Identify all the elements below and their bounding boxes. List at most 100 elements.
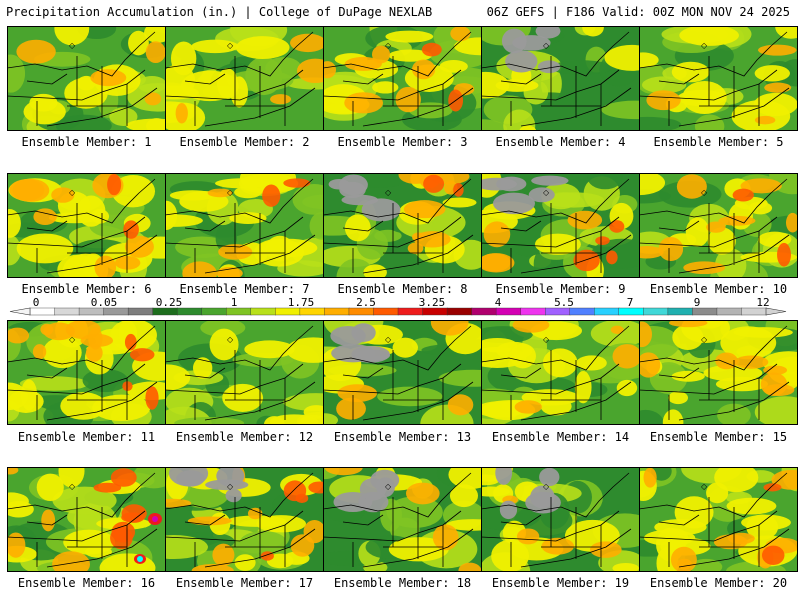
svg-text:◇: ◇: [543, 188, 550, 197]
ensemble-member-map: ◇: [323, 26, 482, 131]
ensemble-member-map: ◇: [165, 173, 324, 278]
ensemble-member-map: ◇: [639, 320, 798, 425]
colorbar-swatch: [422, 307, 448, 316]
precipitation-field: ◇: [481, 26, 640, 131]
precipitation-field: ◇: [323, 173, 482, 278]
ensemble-member-map: ◇: [639, 26, 798, 131]
precipitation-field: ◇: [7, 173, 166, 278]
colorbar-swatch: [176, 307, 203, 316]
colorbar-swatch: [373, 307, 399, 316]
ensemble-member-label: Ensemble Member: 1: [21, 135, 152, 149]
colorbar-swatch: [667, 307, 694, 316]
map-title: Precipitation Accumulation (in.) | Colle…: [6, 5, 433, 19]
svg-text:◇: ◇: [69, 41, 76, 50]
ensemble-member-map: ◇: [481, 320, 640, 425]
precipitation-field: ◇: [323, 320, 482, 425]
colorbar-tick-label: 0.25: [155, 296, 183, 309]
colorbar-swatch: [520, 307, 546, 316]
svg-text:◇: ◇: [543, 335, 550, 344]
colorbar-swatch: [299, 307, 326, 316]
colorbar-swatch: [545, 307, 571, 316]
colorbar-swatch: [692, 307, 718, 316]
colorbar-tick-label: 9: [693, 296, 701, 309]
ensemble-member-label: Ensemble Member: 3: [337, 135, 468, 149]
ensemble-member-label: Ensemble Member: 10: [649, 282, 788, 296]
colorbar-low-arrow: [9, 307, 31, 316]
ensemble-member-map: ◇: [323, 467, 482, 572]
colorbar-swatch: [716, 307, 743, 316]
colorbar-legend: 0 0.05 0.25 1 1.75 2.5 3.25 4 5.5 7 9 12: [0, 296, 800, 318]
precipitation-field: ◇: [639, 26, 798, 131]
ensemble-member-label: Ensemble Member: 4: [495, 135, 626, 149]
colorbar-high-arrow: [765, 307, 787, 316]
ensemble-member-label: Ensemble Member: 13: [333, 430, 472, 444]
ensemble-member-map: ◇: [323, 320, 482, 425]
colorbar-swatch: [78, 307, 105, 316]
precipitation-field: ◇: [481, 173, 640, 278]
ensemble-member-map: ◇: [165, 320, 324, 425]
ensemble-member-label: Ensemble Member: 9: [495, 282, 626, 296]
colorbar-swatch: [643, 307, 669, 316]
ensemble-member-label: Ensemble Member: 8: [337, 282, 468, 296]
ensemble-member-map: ◇: [481, 173, 640, 278]
svg-text:◇: ◇: [69, 335, 76, 344]
colorbar-tick-label: 0: [32, 296, 40, 309]
colorbar-tick-label: 12: [756, 296, 770, 309]
colorbar-swatch: [152, 307, 178, 316]
colorbar-swatch: [741, 307, 767, 316]
precipitation-field: ◇: [165, 320, 324, 425]
colorbar-swatch: [250, 307, 277, 316]
svg-text:◇: ◇: [227, 188, 234, 197]
ensemble-member-label: Ensemble Member: 15: [649, 430, 788, 444]
colorbar-tick-label: 3.25: [418, 296, 446, 309]
ensemble-member-label: Ensemble Member: 17: [175, 576, 314, 590]
colorbar-swatch: [348, 307, 375, 316]
precipitation-field: ◇: [639, 173, 798, 278]
ensemble-member-map: ◇: [481, 26, 640, 131]
colorbar-tick-label: 0.05: [90, 296, 118, 309]
colorbar-swatch: [226, 307, 252, 316]
colorbar-swatch: [275, 307, 301, 316]
ensemble-member-label: Ensemble Member: 6: [21, 282, 152, 296]
ensemble-member-label: Ensemble Member: 19: [491, 576, 630, 590]
ensemble-member-map: ◇: [639, 173, 798, 278]
precipitation-field: ◇: [639, 320, 798, 425]
precipitation-field: ◇: [7, 26, 166, 131]
svg-text:◇: ◇: [701, 482, 708, 491]
precipitation-field: ◇: [481, 467, 640, 572]
ensemble-member-map: ◇: [7, 467, 166, 572]
colorbar-swatch: [495, 307, 522, 316]
ensemble-member-map: ◇: [639, 467, 798, 572]
ensemble-member-label: Ensemble Member: 20: [649, 576, 788, 590]
colorbar-strip: [9, 307, 787, 316]
ensemble-member-map: ◇: [481, 467, 640, 572]
ensemble-member-map: ◇: [165, 26, 324, 131]
ensemble-member-map: ◇: [7, 320, 166, 425]
svg-text:◇: ◇: [701, 188, 708, 197]
svg-text:◇: ◇: [385, 41, 392, 50]
ensemble-member-map: ◇: [7, 173, 166, 278]
colorbar-tick-label: 7: [626, 296, 634, 309]
colorbar-swatch: [54, 307, 80, 316]
ensemble-member-label: Ensemble Member: 12: [175, 430, 314, 444]
ensemble-member-label: Ensemble Member: 18: [333, 576, 472, 590]
precipitation-field: ◇: [7, 467, 166, 572]
colorbar-swatch: [594, 307, 620, 316]
colorbar-swatch: [201, 307, 227, 316]
svg-text:◇: ◇: [701, 335, 708, 344]
ensemble-member-label: Ensemble Member: 14: [491, 430, 630, 444]
svg-text:◇: ◇: [227, 335, 234, 344]
ensemble-member-map: ◇: [323, 173, 482, 278]
ensemble-member-map: ◇: [7, 26, 166, 131]
svg-text:◇: ◇: [543, 482, 550, 491]
precipitation-field: ◇: [7, 320, 166, 425]
precipitation-field: ◇: [481, 320, 640, 425]
precipitation-field: ◇: [639, 467, 798, 572]
colorbar-swatch: [324, 307, 350, 316]
svg-text:◇: ◇: [69, 482, 76, 491]
colorbar-swatch: [397, 307, 424, 316]
colorbar-tick-label: 5.5: [554, 296, 574, 309]
ensemble-member-map: ◇: [165, 467, 324, 572]
svg-text:◇: ◇: [227, 41, 234, 50]
colorbar-swatch: [471, 307, 497, 316]
